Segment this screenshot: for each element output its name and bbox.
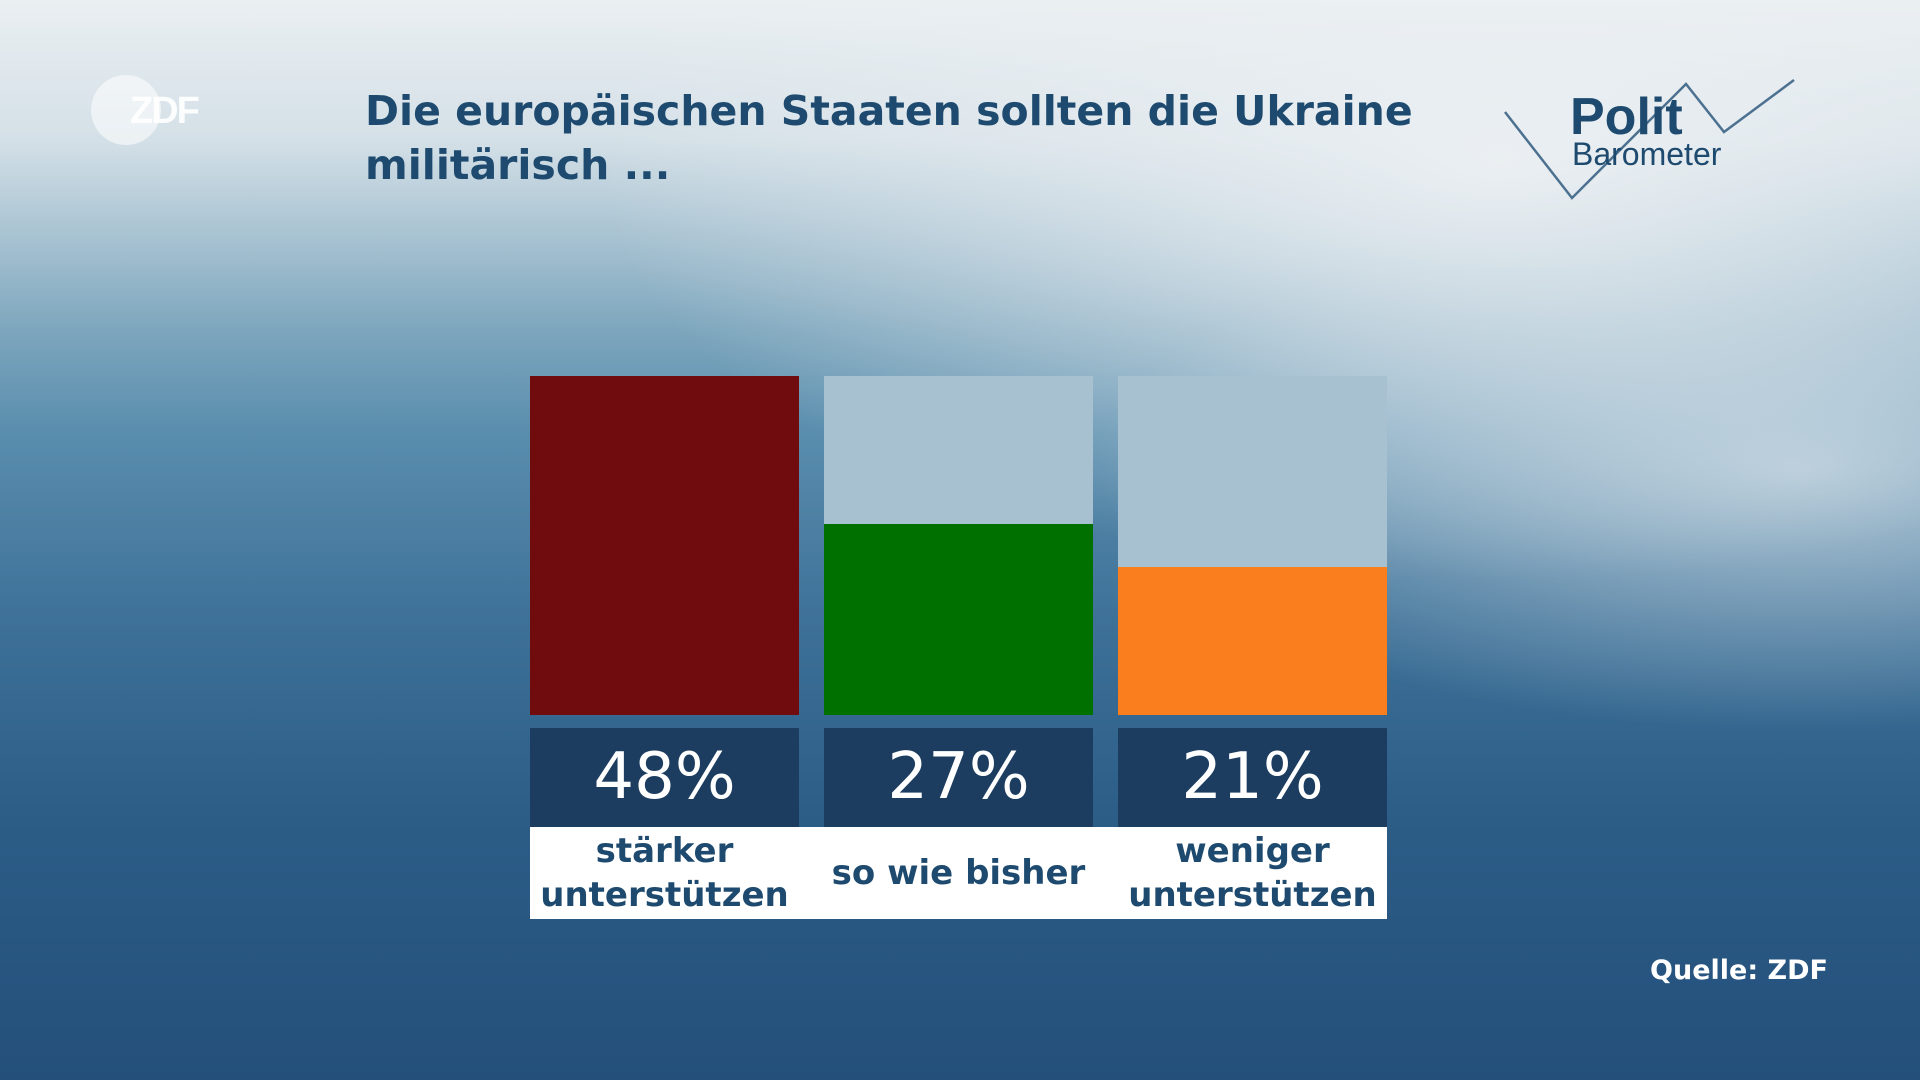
label-strip-gap	[1093, 827, 1118, 919]
data-label-3: 21%	[1118, 728, 1387, 827]
bar-track	[1118, 376, 1387, 715]
zdf-logo-text: ZDF	[130, 90, 199, 132]
bar-1	[530, 376, 799, 715]
politbarometer-logo: Polit Barometer	[1504, 78, 1795, 200]
category-label-3: weniger unterstützen	[1118, 827, 1387, 919]
bar-2	[824, 524, 1093, 715]
zdf-logo: ZDF	[91, 75, 201, 145]
bar-column-2: 27% so wie bisher	[824, 376, 1093, 919]
category-label-1: stärker unterstützen	[530, 827, 799, 919]
data-label-2: 27%	[824, 728, 1093, 827]
label-strip-gap	[799, 827, 824, 919]
bar-column-1: 48% stärker unterstützen	[530, 376, 799, 919]
data-label-1: 48%	[530, 728, 799, 827]
bar-track	[824, 376, 1093, 715]
source-note: Quelle: ZDF	[1650, 955, 1828, 986]
politbarometer-logo-line-2: Barometer	[1572, 136, 1722, 172]
category-label-2: so wie bisher	[824, 827, 1093, 919]
title-line-1: Die europäischen Staaten sollten die Ukr…	[365, 87, 1413, 135]
bar-column-3: 21% weniger unterstützen	[1118, 376, 1387, 919]
bar-3	[1118, 567, 1387, 715]
bar-track	[530, 376, 799, 715]
title-line-2: militärisch ...	[365, 141, 671, 189]
politbarometer-logo-line-1: Polit	[1570, 88, 1683, 146]
chart-title: Die europäischen Staaten sollten die Ukr…	[365, 84, 1465, 192]
